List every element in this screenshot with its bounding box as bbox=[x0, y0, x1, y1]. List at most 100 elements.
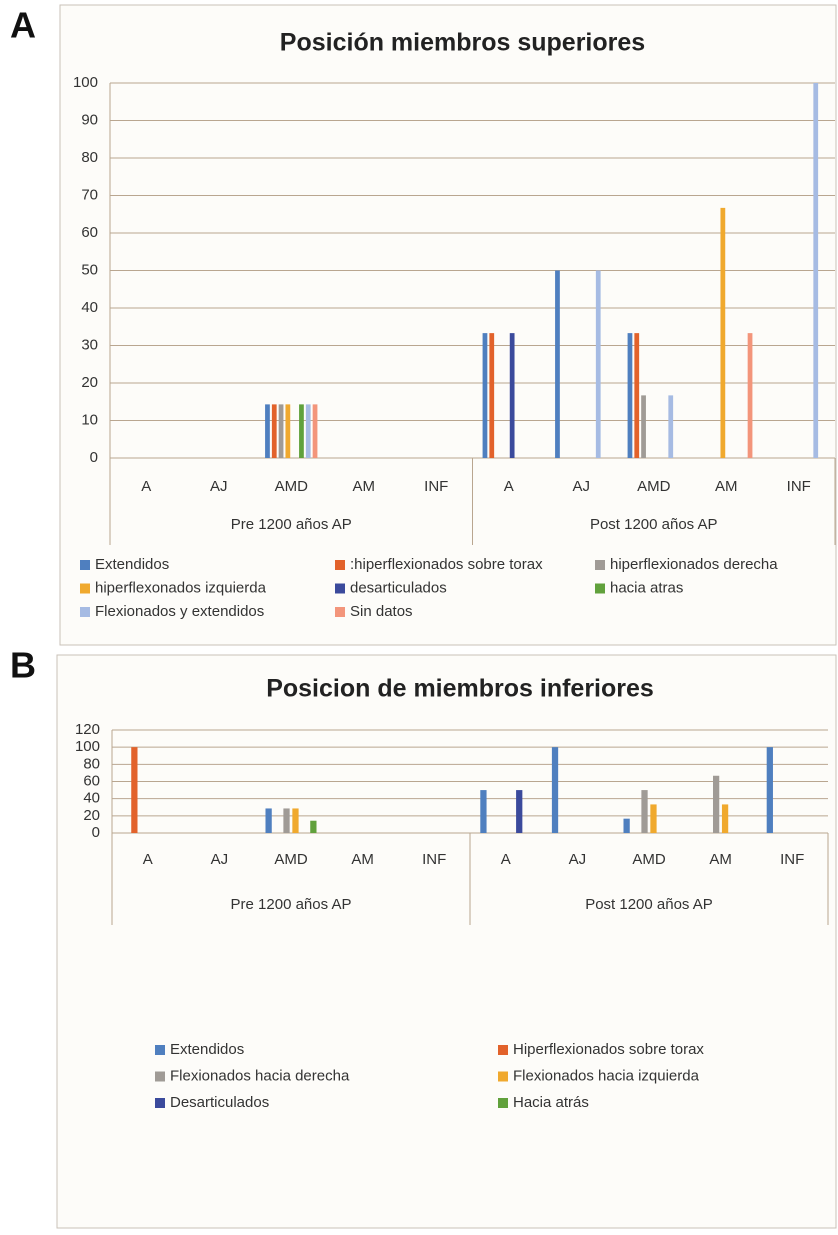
bar bbox=[551, 747, 559, 833]
legend-label: Hacia atrás bbox=[513, 1094, 589, 1111]
legend-label: Hiperflexionados sobre torax bbox=[513, 1041, 704, 1058]
y-tick-label: 10 bbox=[81, 411, 98, 428]
legend-label: hiperflexonados izquierda bbox=[95, 579, 267, 596]
legend-label: Flexionados hacia derecha bbox=[170, 1067, 350, 1084]
bar bbox=[712, 775, 720, 833]
bar bbox=[641, 790, 648, 833]
bar bbox=[650, 804, 657, 833]
legend-label: Flexionados y extendidos bbox=[95, 603, 264, 620]
x-tick-label: INF bbox=[787, 478, 811, 495]
y-tick-label: 60 bbox=[81, 224, 98, 241]
x-tick-label: AMD bbox=[275, 478, 309, 495]
bar bbox=[627, 333, 633, 458]
bar bbox=[283, 808, 290, 833]
legend-swatch bbox=[595, 583, 605, 594]
bar bbox=[489, 333, 495, 458]
legend-label: Flexionados hacia izquierda bbox=[513, 1067, 700, 1084]
x-tick-label: A bbox=[501, 851, 511, 868]
group-label: Pre 1200 años AP bbox=[231, 896, 352, 913]
x-tick-label: A bbox=[504, 478, 514, 495]
y-tick-label: 80 bbox=[83, 755, 100, 772]
legend-label: hacia atras bbox=[610, 579, 683, 596]
x-tick-label: A bbox=[143, 851, 153, 868]
panel-a-frame bbox=[59, 4, 837, 646]
y-tick-label: 120 bbox=[75, 721, 100, 738]
chart-title: Posición miembros superiores bbox=[280, 29, 645, 57]
legend-label: hiperflexionados derecha bbox=[610, 556, 778, 573]
legend-swatch bbox=[80, 560, 90, 570]
bar bbox=[509, 333, 515, 458]
bar bbox=[265, 808, 272, 833]
x-tick-label: AJ bbox=[572, 478, 590, 495]
legend-swatch bbox=[80, 607, 90, 617]
bar bbox=[310, 820, 317, 833]
y-tick-label: 100 bbox=[73, 74, 98, 91]
legend-label: Sin datos bbox=[350, 603, 413, 620]
bar bbox=[747, 333, 753, 458]
bar bbox=[480, 790, 487, 833]
panel-b-frame bbox=[56, 654, 837, 1229]
y-tick-label: 30 bbox=[81, 336, 98, 353]
legend-swatch bbox=[595, 560, 605, 570]
bar bbox=[634, 333, 640, 458]
x-tick-label: INF bbox=[780, 851, 804, 868]
bar bbox=[766, 747, 773, 833]
y-tick-label: 40 bbox=[81, 299, 98, 316]
legend-swatch bbox=[155, 1071, 165, 1082]
legend-swatch bbox=[80, 583, 90, 594]
legend-label: desarticulados bbox=[350, 579, 447, 596]
bar bbox=[265, 404, 270, 458]
bar bbox=[623, 818, 630, 833]
bar bbox=[555, 270, 560, 458]
x-tick-label: AM bbox=[353, 478, 376, 495]
bar bbox=[312, 404, 318, 458]
legend-swatch bbox=[335, 607, 345, 617]
group-label: Pre 1200 años AP bbox=[231, 516, 352, 533]
x-tick-label: AM bbox=[709, 851, 732, 868]
legend-label: Desarticulados bbox=[170, 1094, 269, 1111]
x-tick-label: AJ bbox=[569, 851, 587, 868]
bar bbox=[516, 790, 523, 833]
panel-label: A bbox=[10, 5, 36, 46]
x-tick-label: AJ bbox=[211, 851, 229, 868]
bar bbox=[278, 404, 284, 458]
bar bbox=[299, 404, 304, 458]
legend-swatch bbox=[498, 1071, 508, 1082]
legend-label: :hiperflexionados sobre torax bbox=[350, 556, 543, 573]
legend-label: Extendidos bbox=[95, 556, 169, 573]
legend-swatch bbox=[155, 1098, 165, 1108]
y-tick-label: 80 bbox=[81, 149, 98, 166]
y-tick-label: 90 bbox=[81, 111, 98, 128]
x-tick-label: AMD bbox=[274, 851, 308, 868]
bar bbox=[292, 808, 299, 833]
bar bbox=[813, 83, 819, 458]
y-tick-label: 60 bbox=[83, 772, 100, 789]
y-tick-label: 70 bbox=[81, 186, 98, 203]
chart-title: Posicion de miembros inferiores bbox=[266, 675, 654, 703]
bar bbox=[668, 395, 674, 458]
x-tick-label: AJ bbox=[210, 478, 228, 495]
bar bbox=[271, 404, 277, 458]
y-tick-label: 20 bbox=[81, 374, 98, 391]
x-tick-label: AM bbox=[715, 478, 738, 495]
x-tick-label: A bbox=[141, 478, 151, 495]
x-tick-label: AMD bbox=[637, 478, 671, 495]
group-label: Post 1200 años AP bbox=[590, 516, 718, 533]
x-tick-label: INF bbox=[424, 478, 448, 495]
bar bbox=[482, 333, 488, 458]
legend-swatch bbox=[335, 560, 345, 570]
bar bbox=[305, 404, 311, 458]
legend-swatch bbox=[335, 583, 345, 594]
bar bbox=[285, 404, 291, 458]
y-tick-label: 20 bbox=[83, 807, 100, 824]
x-tick-label: AM bbox=[351, 851, 374, 868]
x-tick-label: AMD bbox=[632, 851, 666, 868]
legend-swatch bbox=[155, 1045, 165, 1055]
y-tick-label: 40 bbox=[83, 790, 100, 807]
y-tick-label: 50 bbox=[81, 261, 98, 278]
y-tick-label: 0 bbox=[90, 449, 98, 466]
panel-label: B bbox=[10, 645, 36, 686]
x-tick-label: INF bbox=[422, 851, 446, 868]
bar bbox=[131, 747, 138, 833]
